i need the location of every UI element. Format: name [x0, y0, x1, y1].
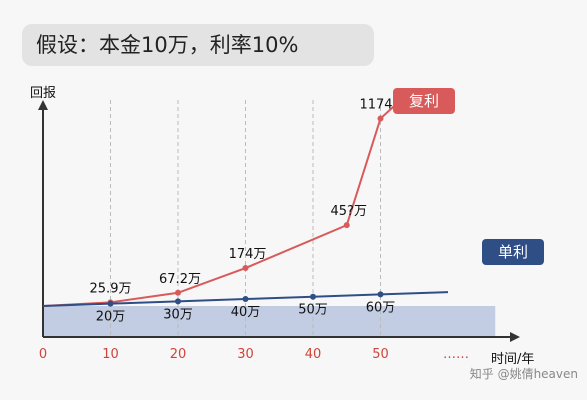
data-point	[377, 291, 384, 298]
data-label: 40万	[231, 305, 261, 320]
data-label: 174万	[229, 247, 267, 262]
principal-band	[43, 306, 496, 337]
data-point	[175, 289, 181, 296]
series-tag-label: 单利	[498, 243, 528, 261]
data-label: 25.9万	[90, 281, 132, 296]
x-tick-label: 0	[39, 347, 47, 362]
data-point	[343, 222, 350, 229]
y-axis-arrow	[38, 100, 48, 110]
data-point	[107, 300, 114, 307]
data-point	[310, 293, 316, 300]
data-point	[377, 115, 384, 122]
data-point	[242, 296, 249, 303]
series-tag	[482, 239, 544, 265]
x-tick-ellipsis: ……	[443, 347, 469, 362]
x-axis-arrow	[510, 332, 520, 342]
data-label: 20万	[96, 310, 126, 325]
x-tick-label: 50	[372, 347, 389, 362]
x-axis-label: 时间/年	[491, 352, 534, 367]
series-line	[42, 99, 402, 307]
data-label: 30万	[163, 307, 193, 322]
watermark: 知乎 @姚倩heaven	[470, 367, 578, 381]
data-point	[175, 298, 181, 305]
x-tick-label: 20	[170, 347, 187, 362]
series-tag	[393, 88, 455, 114]
x-tick-label: 40	[305, 347, 322, 362]
data-label: 60万	[366, 300, 396, 315]
y-axis-label: 回报	[30, 86, 56, 101]
data-label: 50万	[298, 303, 328, 318]
premise-banner: 假设：本金10万，利率10%	[22, 24, 374, 66]
x-tick-label: 10	[102, 347, 119, 362]
data-label: 45?万	[331, 204, 367, 219]
x-tick-label: 30	[237, 347, 254, 362]
series-tag-label: 复利	[409, 92, 439, 110]
data-point	[242, 265, 249, 272]
data-label: 67.2万	[159, 272, 201, 287]
